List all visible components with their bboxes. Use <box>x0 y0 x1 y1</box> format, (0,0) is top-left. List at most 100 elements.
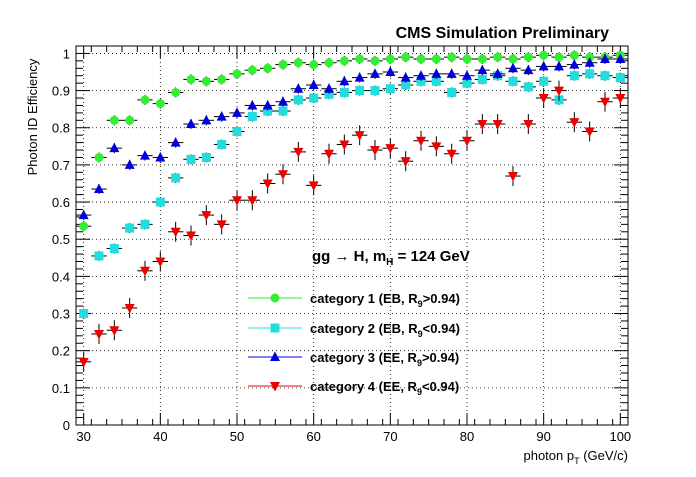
data-point <box>401 52 411 62</box>
data-point <box>523 52 533 62</box>
data-point <box>554 52 564 62</box>
legend-entry-3: category 3 (EE, R9>0.94) <box>248 350 459 368</box>
data-point <box>324 89 334 99</box>
data-point <box>493 52 503 62</box>
legend-marker <box>270 323 280 333</box>
data-point <box>370 56 380 66</box>
data-point <box>585 52 595 62</box>
data-point <box>309 93 319 103</box>
legend-marker <box>270 351 280 361</box>
data-point <box>247 65 257 75</box>
data-point <box>554 86 564 97</box>
data-point <box>615 94 626 104</box>
data-point <box>477 64 488 75</box>
data-point <box>538 60 549 71</box>
x-tick-label: 40 <box>153 429 167 444</box>
legend-label: category 4 (EE, R9<0.94) <box>310 379 459 397</box>
legend: category 1 (EB, R9>0.94)category 2 (EB, … <box>248 291 460 397</box>
data-point <box>508 172 518 182</box>
data-point <box>94 183 104 194</box>
data-point <box>216 111 227 121</box>
data-point <box>539 50 549 60</box>
data-point <box>140 266 150 277</box>
data-marks <box>76 50 628 372</box>
legend-entry-4: category 4 (EE, R9<0.94) <box>248 379 459 397</box>
data-point <box>523 64 534 75</box>
data-point <box>201 211 212 221</box>
data-point <box>370 68 380 78</box>
data-point <box>109 326 120 336</box>
data-point <box>78 357 89 368</box>
data-point <box>492 120 503 130</box>
data-point <box>278 96 288 106</box>
y-tick-label: 0.5 <box>52 232 70 247</box>
data-point <box>155 99 165 109</box>
data-point <box>186 74 196 84</box>
data-point <box>324 83 334 93</box>
data-point <box>416 54 426 64</box>
legend-label: category 3 (EE, R9>0.94) <box>310 350 459 368</box>
data-point <box>615 53 626 64</box>
data-point <box>355 86 365 96</box>
data-point <box>109 244 119 254</box>
data-point <box>278 60 288 70</box>
data-point <box>278 106 288 116</box>
legend-label-main: category 4 (EE, R <box>310 379 418 394</box>
data-point <box>431 54 441 64</box>
data-point <box>600 53 610 64</box>
data-point <box>201 114 212 125</box>
data-point <box>186 154 196 164</box>
series-1 <box>76 50 628 232</box>
data-point <box>94 152 104 162</box>
legend-label-suffix: <0.94) <box>423 321 460 336</box>
legend-marker <box>270 293 280 303</box>
data-point <box>308 181 319 191</box>
annotation-main: gg → H, m <box>312 248 386 265</box>
data-point <box>293 58 303 68</box>
legend-label-subscript: 9 <box>417 358 422 368</box>
data-point <box>462 136 472 147</box>
data-point <box>554 60 564 71</box>
data-point <box>232 196 242 206</box>
data-point <box>446 68 457 78</box>
legend-label-main: category 2 (EB, R <box>310 321 418 336</box>
data-point <box>462 54 472 64</box>
data-point <box>79 309 89 319</box>
data-point <box>324 149 334 160</box>
y-tick-label: 0.3 <box>52 307 70 322</box>
series-3 <box>76 53 628 221</box>
data-point <box>155 151 166 162</box>
data-point <box>201 152 211 162</box>
data-point <box>94 251 104 261</box>
data-point <box>538 94 549 104</box>
data-point <box>339 140 350 150</box>
data-point <box>416 70 426 80</box>
data-point <box>431 142 442 152</box>
data-point <box>309 60 319 70</box>
data-point <box>140 95 150 105</box>
data-point <box>431 68 442 78</box>
x-tick-label: 80 <box>460 429 474 444</box>
data-point <box>569 50 579 60</box>
x-axis-label-main: photon p <box>523 448 574 463</box>
x-tick-label: 50 <box>230 429 244 444</box>
legend-label-main: category 1 (EB, R <box>310 291 418 306</box>
data-point <box>477 120 488 130</box>
data-point <box>247 112 257 122</box>
data-point <box>124 303 135 314</box>
data-point <box>523 120 534 130</box>
data-point <box>155 257 166 268</box>
legend-marker <box>270 382 280 392</box>
data-point <box>385 66 396 77</box>
legend-label-subscript: 9 <box>418 299 423 309</box>
data-point <box>339 56 349 66</box>
x-tick-label: 90 <box>536 429 550 444</box>
data-point <box>94 329 104 340</box>
data-point <box>232 107 242 117</box>
data-point <box>400 157 411 167</box>
data-point <box>247 196 258 206</box>
chart-title: CMS Simulation Preliminary <box>396 25 609 42</box>
data-point <box>216 220 227 230</box>
data-point <box>247 99 258 110</box>
